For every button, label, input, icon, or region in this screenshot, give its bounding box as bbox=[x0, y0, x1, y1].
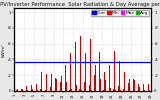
Bar bbox=[46, 74, 47, 91]
Title: Solar PV/Inverter Performance  Solar Radiation & Day Average per Minute: Solar PV/Inverter Performance Solar Radi… bbox=[0, 2, 160, 7]
Bar bbox=[115, 90, 116, 91]
Bar bbox=[143, 84, 144, 91]
Bar bbox=[139, 87, 140, 91]
Bar bbox=[114, 51, 115, 91]
Bar bbox=[144, 90, 145, 91]
Bar bbox=[41, 72, 42, 91]
Bar bbox=[74, 90, 75, 91]
Bar bbox=[76, 90, 77, 91]
Bar bbox=[22, 89, 23, 91]
Bar bbox=[128, 83, 129, 91]
Bar bbox=[84, 82, 85, 91]
Bar bbox=[100, 79, 101, 91]
Bar bbox=[109, 65, 110, 91]
Bar bbox=[85, 53, 86, 91]
Bar bbox=[50, 87, 51, 91]
Bar bbox=[124, 72, 125, 91]
Bar bbox=[51, 74, 52, 91]
Bar bbox=[99, 52, 100, 91]
Bar bbox=[16, 89, 17, 91]
Bar bbox=[94, 75, 95, 91]
Bar bbox=[71, 78, 72, 91]
Bar bbox=[45, 90, 46, 91]
Bar bbox=[70, 54, 71, 91]
Bar bbox=[56, 79, 57, 91]
Bar bbox=[134, 80, 135, 91]
Bar bbox=[60, 68, 61, 91]
Bar bbox=[105, 80, 106, 91]
Bar bbox=[81, 90, 82, 91]
Bar bbox=[89, 64, 90, 91]
Bar bbox=[47, 90, 48, 91]
Bar bbox=[119, 61, 120, 91]
Bar bbox=[80, 36, 81, 91]
Bar bbox=[75, 42, 76, 91]
Bar bbox=[90, 39, 91, 91]
Bar bbox=[65, 65, 66, 91]
Bar bbox=[31, 85, 32, 91]
Bar bbox=[66, 82, 67, 91]
Bar bbox=[61, 76, 62, 91]
Bar bbox=[148, 84, 149, 91]
Bar bbox=[95, 65, 96, 91]
Bar bbox=[133, 79, 134, 91]
Bar bbox=[138, 84, 139, 91]
Y-axis label: kW/m²: kW/m² bbox=[2, 42, 6, 56]
Bar bbox=[36, 84, 37, 91]
Bar bbox=[129, 79, 130, 91]
Bar bbox=[32, 89, 33, 91]
Bar bbox=[37, 90, 38, 91]
Bar bbox=[91, 90, 92, 91]
Bar bbox=[27, 88, 28, 91]
Legend: Curr, Min, Max, Avg: Curr, Min, Max, Avg bbox=[92, 10, 149, 16]
Bar bbox=[55, 78, 56, 91]
Bar bbox=[123, 89, 124, 91]
Bar bbox=[110, 88, 111, 91]
Bar bbox=[40, 89, 41, 91]
Bar bbox=[26, 86, 27, 91]
Bar bbox=[21, 89, 22, 91]
Bar bbox=[113, 89, 114, 91]
Bar bbox=[104, 57, 105, 91]
Bar bbox=[17, 89, 18, 91]
Bar bbox=[69, 90, 70, 91]
Bar bbox=[118, 90, 119, 91]
Bar bbox=[79, 88, 80, 91]
